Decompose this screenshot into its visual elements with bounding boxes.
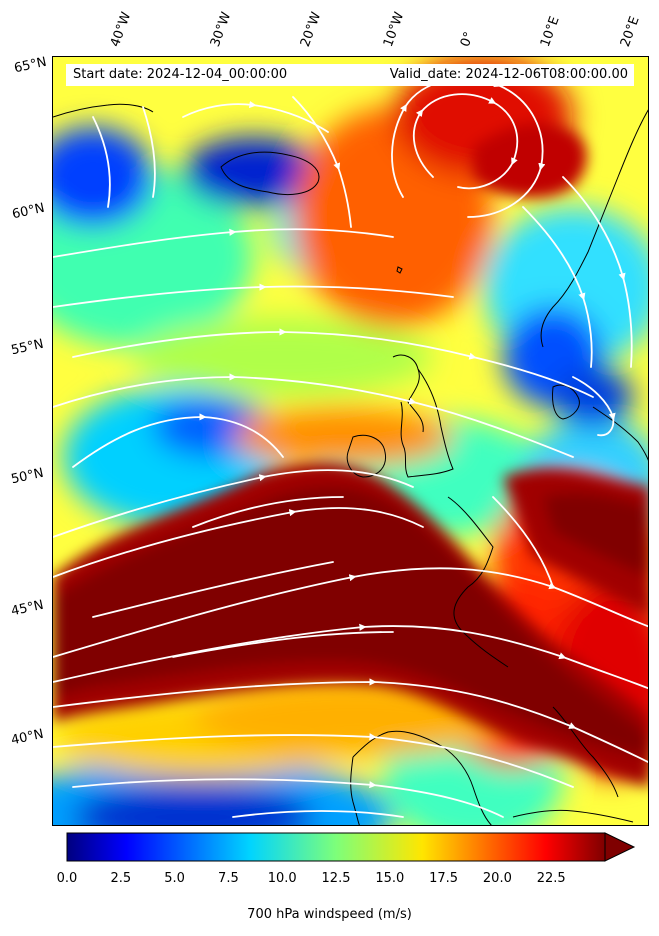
lon-label-30w: 30°W <box>207 10 235 49</box>
streamline <box>53 567 648 658</box>
streamline <box>182 100 329 133</box>
colorbar-tick-label: 22.5 <box>536 871 566 886</box>
lat-label-55n: 55°N <box>9 336 45 359</box>
lat-label-45n: 45°N <box>9 597 45 620</box>
colorbar-gradient <box>66 832 606 862</box>
streamline <box>232 810 404 818</box>
iceland-coast <box>220 151 320 195</box>
streamline <box>53 733 574 788</box>
lon-label-0: 0° <box>457 29 478 49</box>
start-date-label: Start date: 2024-12-04_00:00:00 <box>73 67 288 82</box>
streamline <box>92 561 334 618</box>
lat-label-60n: 60°N <box>10 200 46 223</box>
streamline <box>192 496 344 528</box>
streamline <box>572 376 616 437</box>
streamline <box>142 106 156 198</box>
baltic-coast <box>592 406 648 461</box>
streamline <box>53 373 574 458</box>
streamline <box>292 96 352 228</box>
streamline <box>72 328 594 398</box>
valid-date-label: Valid_date: 2024-12-06T08:00:00.00 <box>389 67 628 82</box>
streamline <box>522 206 593 368</box>
great-britain-coast <box>400 368 454 478</box>
ireland-coast <box>346 434 387 478</box>
colorbar-label: 700 hPa windspeed (m/s) <box>247 907 412 922</box>
colorbar-tick-label: 15.0 <box>375 871 405 886</box>
colorbar-tick-label: 5.0 <box>164 871 185 886</box>
iberia-west-coast <box>350 756 360 825</box>
norway-coast <box>540 109 648 348</box>
greenland-tip <box>53 103 154 118</box>
streamline <box>92 116 111 208</box>
colorbar-tick-label: 17.5 <box>429 871 459 886</box>
colorbar-tick-label: 2.5 <box>110 871 132 886</box>
lon-label-40w: 40°W <box>107 10 135 49</box>
colorbar-tick-label: 12.5 <box>321 871 351 886</box>
faroe-islands <box>396 266 403 274</box>
map-info-bar: Start date: 2024-12-04_00:00:00 Valid_da… <box>66 64 634 86</box>
colorbar-tick-label: 10.0 <box>267 871 297 886</box>
streamline <box>53 678 648 764</box>
lat-label-50n: 50°N <box>9 465 45 488</box>
streamline <box>172 631 394 658</box>
streamline <box>72 778 504 818</box>
lon-label-20e: 20°E <box>617 14 643 50</box>
streamline <box>53 507 424 578</box>
colorbar-tick-label: 7.5 <box>218 871 239 886</box>
colorbar <box>66 832 636 862</box>
mediterranean-africa-coast <box>512 809 634 823</box>
streamline <box>492 496 554 588</box>
lon-label-20w: 20°W <box>297 10 325 49</box>
lon-label-10w: 10°W <box>380 10 408 49</box>
lat-label-40n: 40°N <box>9 726 45 749</box>
lon-label-10e: 10°E <box>537 14 563 50</box>
streamline <box>53 283 454 308</box>
wind-map[interactable] <box>52 56 649 826</box>
colorbar-tick-label: 20.0 <box>482 871 512 886</box>
streamline <box>72 413 284 468</box>
lat-label-65n: 65°N <box>12 54 48 77</box>
colorbar-extend-arrow <box>604 832 636 862</box>
colorbar-tick-label: 0.0 <box>56 871 78 886</box>
streamline <box>53 228 394 258</box>
streamline <box>562 176 633 368</box>
streamlines <box>53 77 648 818</box>
streamline <box>53 469 414 538</box>
